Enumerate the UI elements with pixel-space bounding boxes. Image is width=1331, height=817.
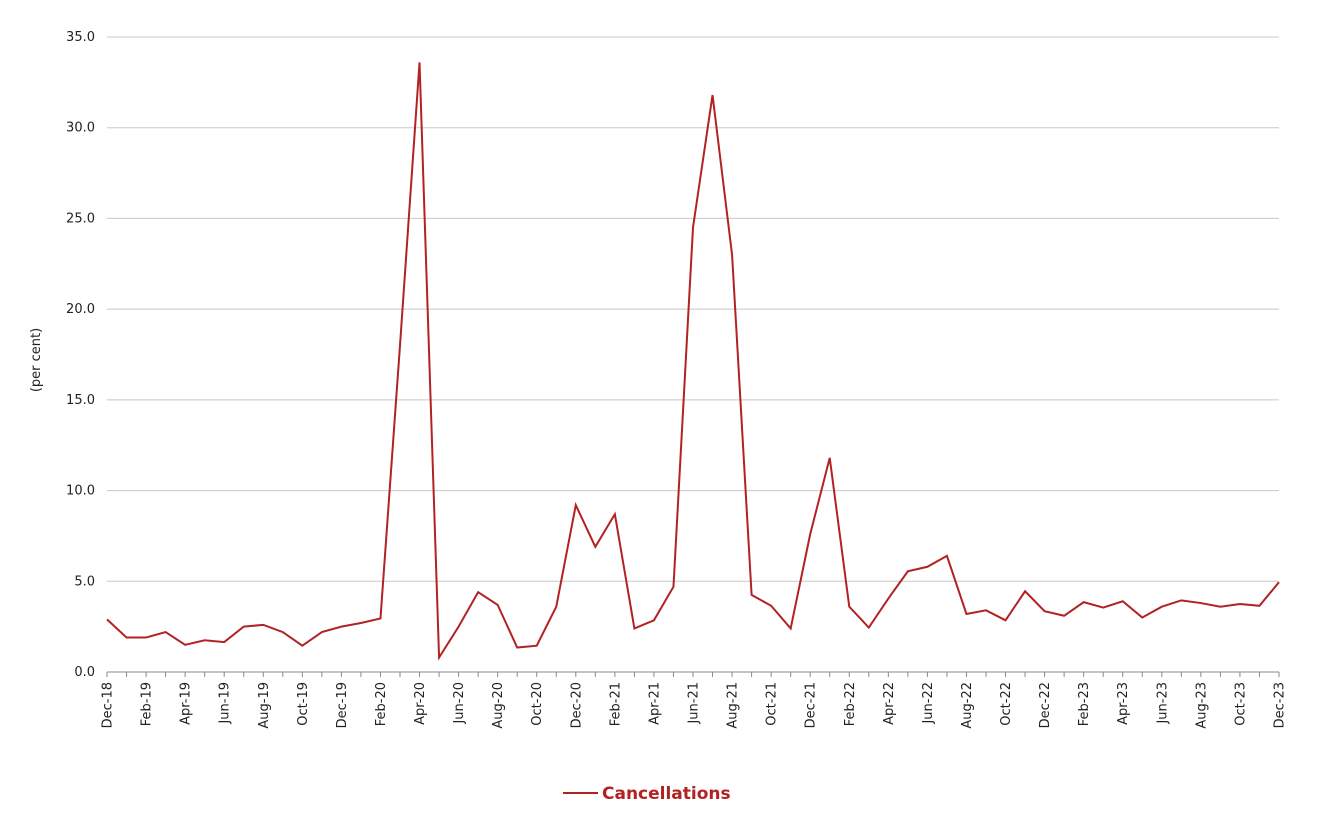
x-tick-label: Aug-23 [1194, 682, 1209, 729]
x-tick-label: Jun-19 [218, 682, 233, 725]
x-tick-label: Dec-19 [335, 682, 350, 728]
y-tick-label: 20.0 [66, 302, 95, 317]
x-tick-label: Aug-20 [491, 682, 506, 729]
x-tick-label: Aug-22 [960, 682, 975, 729]
y-tick-label: 0.0 [74, 665, 95, 680]
x-tick-label: Feb-21 [608, 682, 623, 726]
x-tick-label: Dec-18 [101, 682, 116, 728]
y-tick-labels: 0.0 5.0 10.0 15.0 20.0 25.0 30.0 35.0 [66, 30, 95, 680]
axes [106, 671, 1280, 677]
legend-label-cancellations: Cancellations [602, 784, 731, 804]
x-tick-label: Jun-20 [452, 682, 467, 725]
x-tick-label: Jun-21 [687, 682, 702, 725]
x-tick-label: Oct-21 [765, 682, 780, 726]
x-tick-label: Apr-23 [1116, 682, 1131, 725]
x-tick-label: Jun-23 [1155, 682, 1170, 725]
y-tick-label: 10.0 [66, 484, 95, 499]
x-tick-label: Aug-21 [726, 682, 741, 729]
x-tick-label: Feb-19 [140, 682, 155, 726]
series-lines [106, 62, 1280, 661]
x-tick-label: Oct-23 [1233, 682, 1248, 726]
y-tick-label: 30.0 [66, 121, 95, 136]
y-tick-label: 15.0 [66, 393, 95, 408]
x-tick-label: Feb-23 [1077, 682, 1092, 726]
x-tick-label: Aug-19 [257, 682, 272, 729]
x-tick-label: Dec-23 [1273, 682, 1288, 728]
y-axis-title: (per cent) [29, 328, 44, 392]
gridlines [107, 36, 1279, 582]
legend: Cancellations [563, 784, 731, 804]
y-tick-label: 25.0 [66, 211, 95, 226]
x-tick-label: Dec-21 [804, 682, 819, 728]
x-tick-label: Dec-20 [569, 682, 584, 728]
x-tick-label: Apr-20 [413, 682, 428, 725]
x-tick-label: Feb-22 [843, 682, 858, 726]
x-tick-label: Apr-21 [647, 682, 662, 725]
series-line-cancellations [106, 62, 1280, 661]
x-tick-label: Dec-22 [1038, 682, 1053, 728]
x-tick-label: Feb-20 [374, 682, 389, 726]
x-tick-label: Jun-22 [921, 682, 936, 725]
x-tick-label: Apr-19 [179, 682, 194, 725]
x-tick-label: Oct-22 [999, 682, 1014, 726]
x-tick-labels: Dec-18 Feb-19 Apr-19 Jun-19 Aug-19 Oct-19 Dec-… [101, 682, 1288, 729]
x-tick-label: Oct-20 [530, 682, 545, 726]
y-tick-label: 5.0 [74, 574, 95, 589]
x-tick-label: Apr-22 [882, 682, 897, 725]
x-tick-label: Oct-19 [296, 682, 311, 726]
y-tick-label: 35.0 [66, 30, 95, 45]
